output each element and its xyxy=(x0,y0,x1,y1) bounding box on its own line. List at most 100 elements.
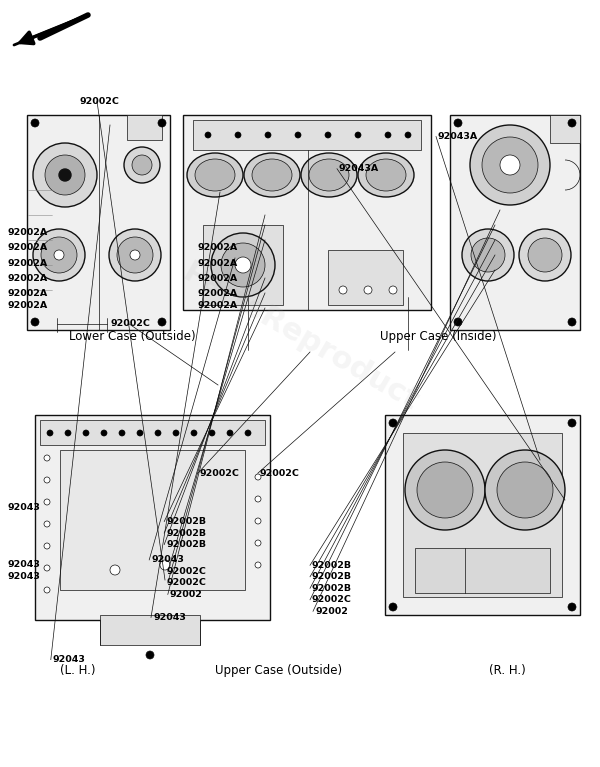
Ellipse shape xyxy=(252,159,292,191)
Text: 92002C: 92002C xyxy=(312,595,352,604)
Bar xyxy=(203,225,283,305)
Text: 92043: 92043 xyxy=(153,613,186,622)
Circle shape xyxy=(119,430,125,436)
Text: 92002B: 92002B xyxy=(312,561,352,570)
Circle shape xyxy=(389,286,397,294)
Text: 92002A: 92002A xyxy=(7,274,47,283)
Bar xyxy=(60,450,245,590)
Text: 92043: 92043 xyxy=(7,503,40,512)
Circle shape xyxy=(325,132,331,138)
Bar xyxy=(40,420,265,445)
Circle shape xyxy=(227,430,233,436)
Circle shape xyxy=(221,243,265,287)
Text: (L. H.): (L. H.) xyxy=(60,664,96,677)
Text: 92002: 92002 xyxy=(170,590,203,599)
Text: 92002B: 92002B xyxy=(312,584,352,593)
Circle shape xyxy=(470,125,550,205)
Circle shape xyxy=(568,318,576,326)
Bar xyxy=(35,415,270,620)
Circle shape xyxy=(211,233,275,297)
Circle shape xyxy=(137,430,143,436)
Text: (R. H.): (R. H.) xyxy=(488,664,526,677)
Circle shape xyxy=(44,543,50,549)
Circle shape xyxy=(255,562,261,568)
Text: 92002C: 92002C xyxy=(166,567,206,576)
Text: Lower Case (Outside): Lower Case (Outside) xyxy=(68,330,196,343)
Circle shape xyxy=(389,603,397,611)
Circle shape xyxy=(485,450,565,530)
Bar xyxy=(27,115,170,330)
Circle shape xyxy=(482,137,538,193)
Circle shape xyxy=(44,587,50,593)
Circle shape xyxy=(173,430,179,436)
Text: 92002B: 92002B xyxy=(166,540,206,549)
Text: Upper Case (Outside): Upper Case (Outside) xyxy=(215,664,343,677)
Circle shape xyxy=(31,318,39,326)
Circle shape xyxy=(355,132,361,138)
Circle shape xyxy=(500,155,520,175)
Circle shape xyxy=(65,430,71,436)
Text: 92043: 92043 xyxy=(53,655,86,664)
Text: 92002B: 92002B xyxy=(166,528,206,538)
Circle shape xyxy=(295,132,301,138)
Circle shape xyxy=(45,155,85,195)
Circle shape xyxy=(389,419,397,427)
Bar xyxy=(193,120,421,150)
Ellipse shape xyxy=(195,159,235,191)
Circle shape xyxy=(47,430,53,436)
Text: 92002: 92002 xyxy=(315,607,348,616)
Circle shape xyxy=(83,430,89,436)
Bar xyxy=(100,615,200,645)
Circle shape xyxy=(59,169,71,181)
Circle shape xyxy=(158,119,166,127)
Ellipse shape xyxy=(366,159,406,191)
Text: 92002C: 92002C xyxy=(111,319,151,328)
Ellipse shape xyxy=(309,159,349,191)
Circle shape xyxy=(385,132,391,138)
Bar xyxy=(328,250,403,305)
Circle shape xyxy=(146,651,154,659)
Circle shape xyxy=(44,477,50,483)
Text: 92043A: 92043A xyxy=(438,132,478,141)
Ellipse shape xyxy=(301,153,357,197)
Circle shape xyxy=(235,132,241,138)
Text: 92002A: 92002A xyxy=(198,274,238,283)
Circle shape xyxy=(497,462,553,518)
Circle shape xyxy=(132,155,152,175)
Circle shape xyxy=(255,540,261,546)
Text: 92002A: 92002A xyxy=(198,301,238,310)
Circle shape xyxy=(117,237,153,273)
Text: 92002C: 92002C xyxy=(200,469,239,478)
Circle shape xyxy=(205,132,211,138)
Circle shape xyxy=(160,560,170,570)
Bar xyxy=(385,415,580,615)
Circle shape xyxy=(462,229,514,281)
Text: 92002C: 92002C xyxy=(260,469,299,478)
Circle shape xyxy=(471,238,505,272)
Circle shape xyxy=(255,518,261,524)
Bar xyxy=(415,548,550,593)
Text: Upper Case (Inside): Upper Case (Inside) xyxy=(380,330,496,343)
Circle shape xyxy=(405,132,411,138)
Text: 92002A: 92002A xyxy=(198,258,238,268)
Text: 92002C: 92002C xyxy=(166,578,206,588)
Circle shape xyxy=(255,474,261,480)
Text: 92002A: 92002A xyxy=(7,301,47,310)
Circle shape xyxy=(44,521,50,527)
Circle shape xyxy=(130,250,140,260)
Text: 92043A: 92043A xyxy=(339,164,379,173)
Bar xyxy=(450,115,580,330)
Ellipse shape xyxy=(244,153,300,197)
Circle shape xyxy=(41,237,77,273)
Circle shape xyxy=(405,450,485,530)
Text: 92002A: 92002A xyxy=(7,289,47,298)
Text: 92002B: 92002B xyxy=(166,517,206,526)
Circle shape xyxy=(110,565,120,575)
Bar xyxy=(403,433,562,597)
Circle shape xyxy=(155,430,161,436)
Text: 92043: 92043 xyxy=(7,571,40,581)
Circle shape xyxy=(528,238,562,272)
Bar xyxy=(183,115,431,310)
Bar xyxy=(550,115,580,143)
Circle shape xyxy=(364,286,372,294)
